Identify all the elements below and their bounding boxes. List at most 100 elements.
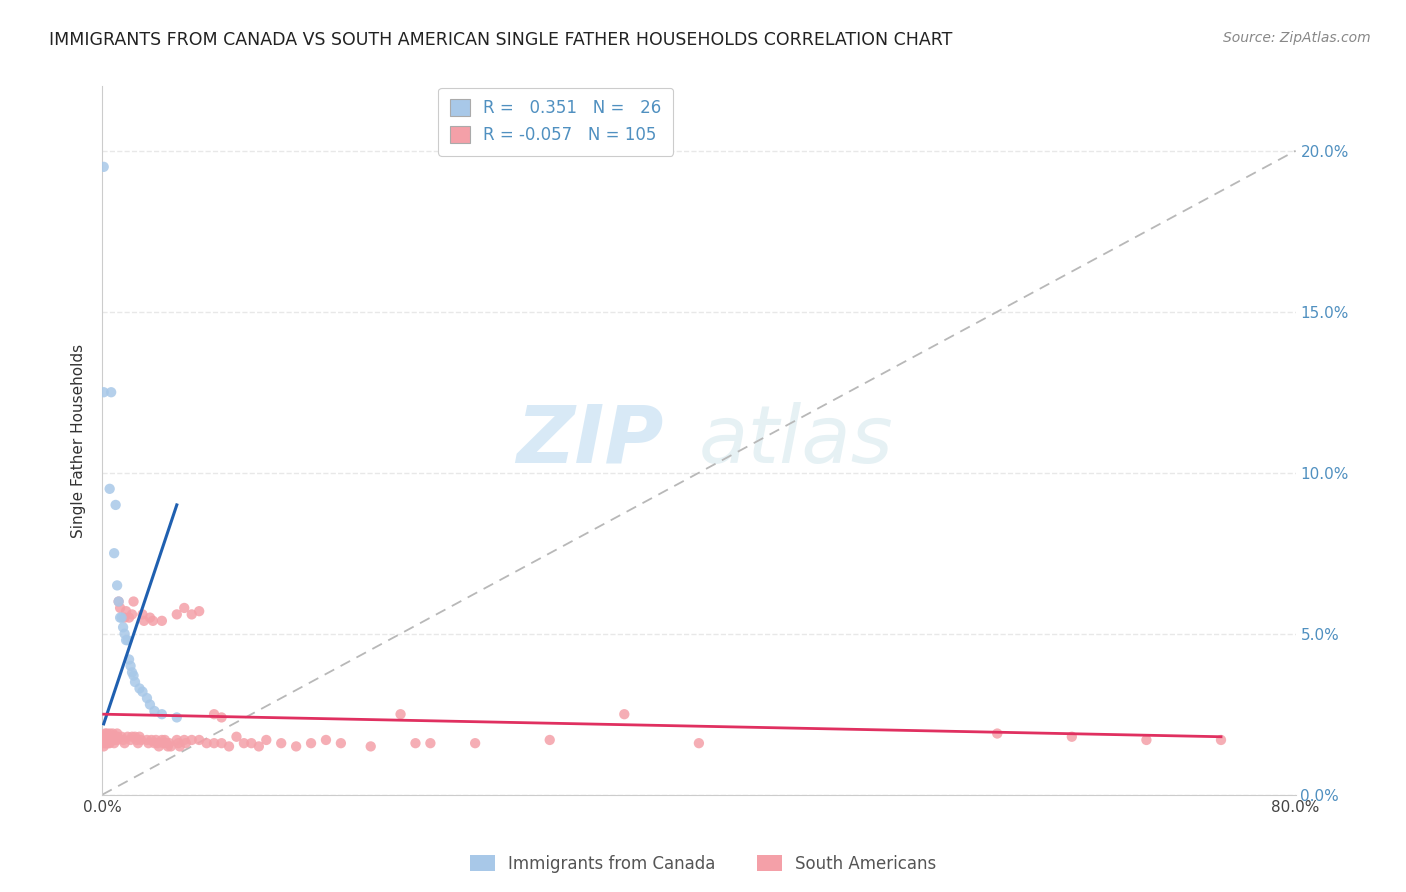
Point <box>285 739 308 754</box>
Point <box>141 733 163 747</box>
Point <box>101 726 124 740</box>
Text: ZIP: ZIP <box>516 401 664 480</box>
Point <box>986 726 1008 740</box>
Point <box>148 739 170 754</box>
Point <box>132 614 155 628</box>
Point <box>1060 730 1083 744</box>
Point <box>100 385 122 400</box>
Point <box>211 736 233 750</box>
Text: Source: ZipAtlas.com: Source: ZipAtlas.com <box>1223 31 1371 45</box>
Point <box>96 730 118 744</box>
Point <box>270 736 292 750</box>
Point <box>169 739 191 754</box>
Point <box>157 736 180 750</box>
Point <box>211 710 233 724</box>
Point <box>96 736 118 750</box>
Point <box>150 733 173 747</box>
Y-axis label: Single Father Households: Single Father Households <box>72 343 86 538</box>
Legend: R =   0.351   N =   26, R = -0.057   N = 105: R = 0.351 N = 26, R = -0.057 N = 105 <box>439 87 673 155</box>
Point <box>129 733 152 747</box>
Point <box>688 736 710 750</box>
Point <box>195 736 218 750</box>
Point <box>94 733 117 747</box>
Point <box>139 698 162 712</box>
Point <box>104 498 127 512</box>
Point <box>94 726 117 740</box>
Point <box>131 684 153 698</box>
Point <box>100 730 122 744</box>
Point <box>105 730 128 744</box>
Point <box>122 668 145 682</box>
Point <box>97 730 120 744</box>
Point <box>167 736 190 750</box>
Point <box>97 733 120 747</box>
Point <box>143 736 166 750</box>
Point <box>96 733 118 747</box>
Point <box>122 594 145 608</box>
Point <box>100 733 122 747</box>
Point <box>1209 733 1232 747</box>
Point <box>538 733 561 747</box>
Point <box>127 736 149 750</box>
Point <box>232 736 254 750</box>
Point <box>143 704 166 718</box>
Point <box>105 578 128 592</box>
Point <box>114 610 136 624</box>
Point <box>105 733 128 747</box>
Point <box>115 604 138 618</box>
Point <box>225 730 247 744</box>
Point <box>152 736 174 750</box>
Point <box>120 659 142 673</box>
Point <box>146 736 169 750</box>
Point <box>389 707 412 722</box>
Point <box>240 736 263 750</box>
Point <box>150 614 173 628</box>
Point <box>93 733 115 747</box>
Point <box>118 652 141 666</box>
Point <box>108 610 131 624</box>
Point <box>98 482 121 496</box>
Point <box>98 736 121 750</box>
Point <box>166 710 188 724</box>
Point <box>97 736 120 750</box>
Point <box>155 736 177 750</box>
Point <box>173 601 195 615</box>
Point <box>329 736 352 750</box>
Point <box>202 736 225 750</box>
Text: atlas: atlas <box>699 401 894 480</box>
Point <box>110 730 132 744</box>
Point <box>188 733 211 747</box>
Point <box>125 733 148 747</box>
Point <box>103 546 125 560</box>
Point <box>112 733 135 747</box>
Point <box>118 610 141 624</box>
Point <box>173 733 195 747</box>
Point <box>138 736 160 750</box>
Point <box>110 610 132 624</box>
Point <box>136 691 159 706</box>
Point <box>94 730 117 744</box>
Point <box>107 594 129 608</box>
Point <box>101 730 124 744</box>
Point <box>128 681 150 696</box>
Point <box>120 733 142 747</box>
Point <box>117 633 139 648</box>
Point <box>160 739 183 754</box>
Point <box>202 707 225 722</box>
Legend: Immigrants from Canada, South Americans: Immigrants from Canada, South Americans <box>463 848 943 880</box>
Point <box>114 736 136 750</box>
Point <box>464 736 486 750</box>
Point <box>93 385 115 400</box>
Point <box>98 726 121 740</box>
Point <box>128 730 150 744</box>
Point <box>104 730 127 744</box>
Point <box>98 730 121 744</box>
Point <box>115 633 138 648</box>
Point <box>180 607 202 622</box>
Point <box>166 607 188 622</box>
Point <box>94 736 117 750</box>
Point <box>121 730 143 744</box>
Point <box>112 620 135 634</box>
Point <box>124 730 146 744</box>
Point <box>107 594 129 608</box>
